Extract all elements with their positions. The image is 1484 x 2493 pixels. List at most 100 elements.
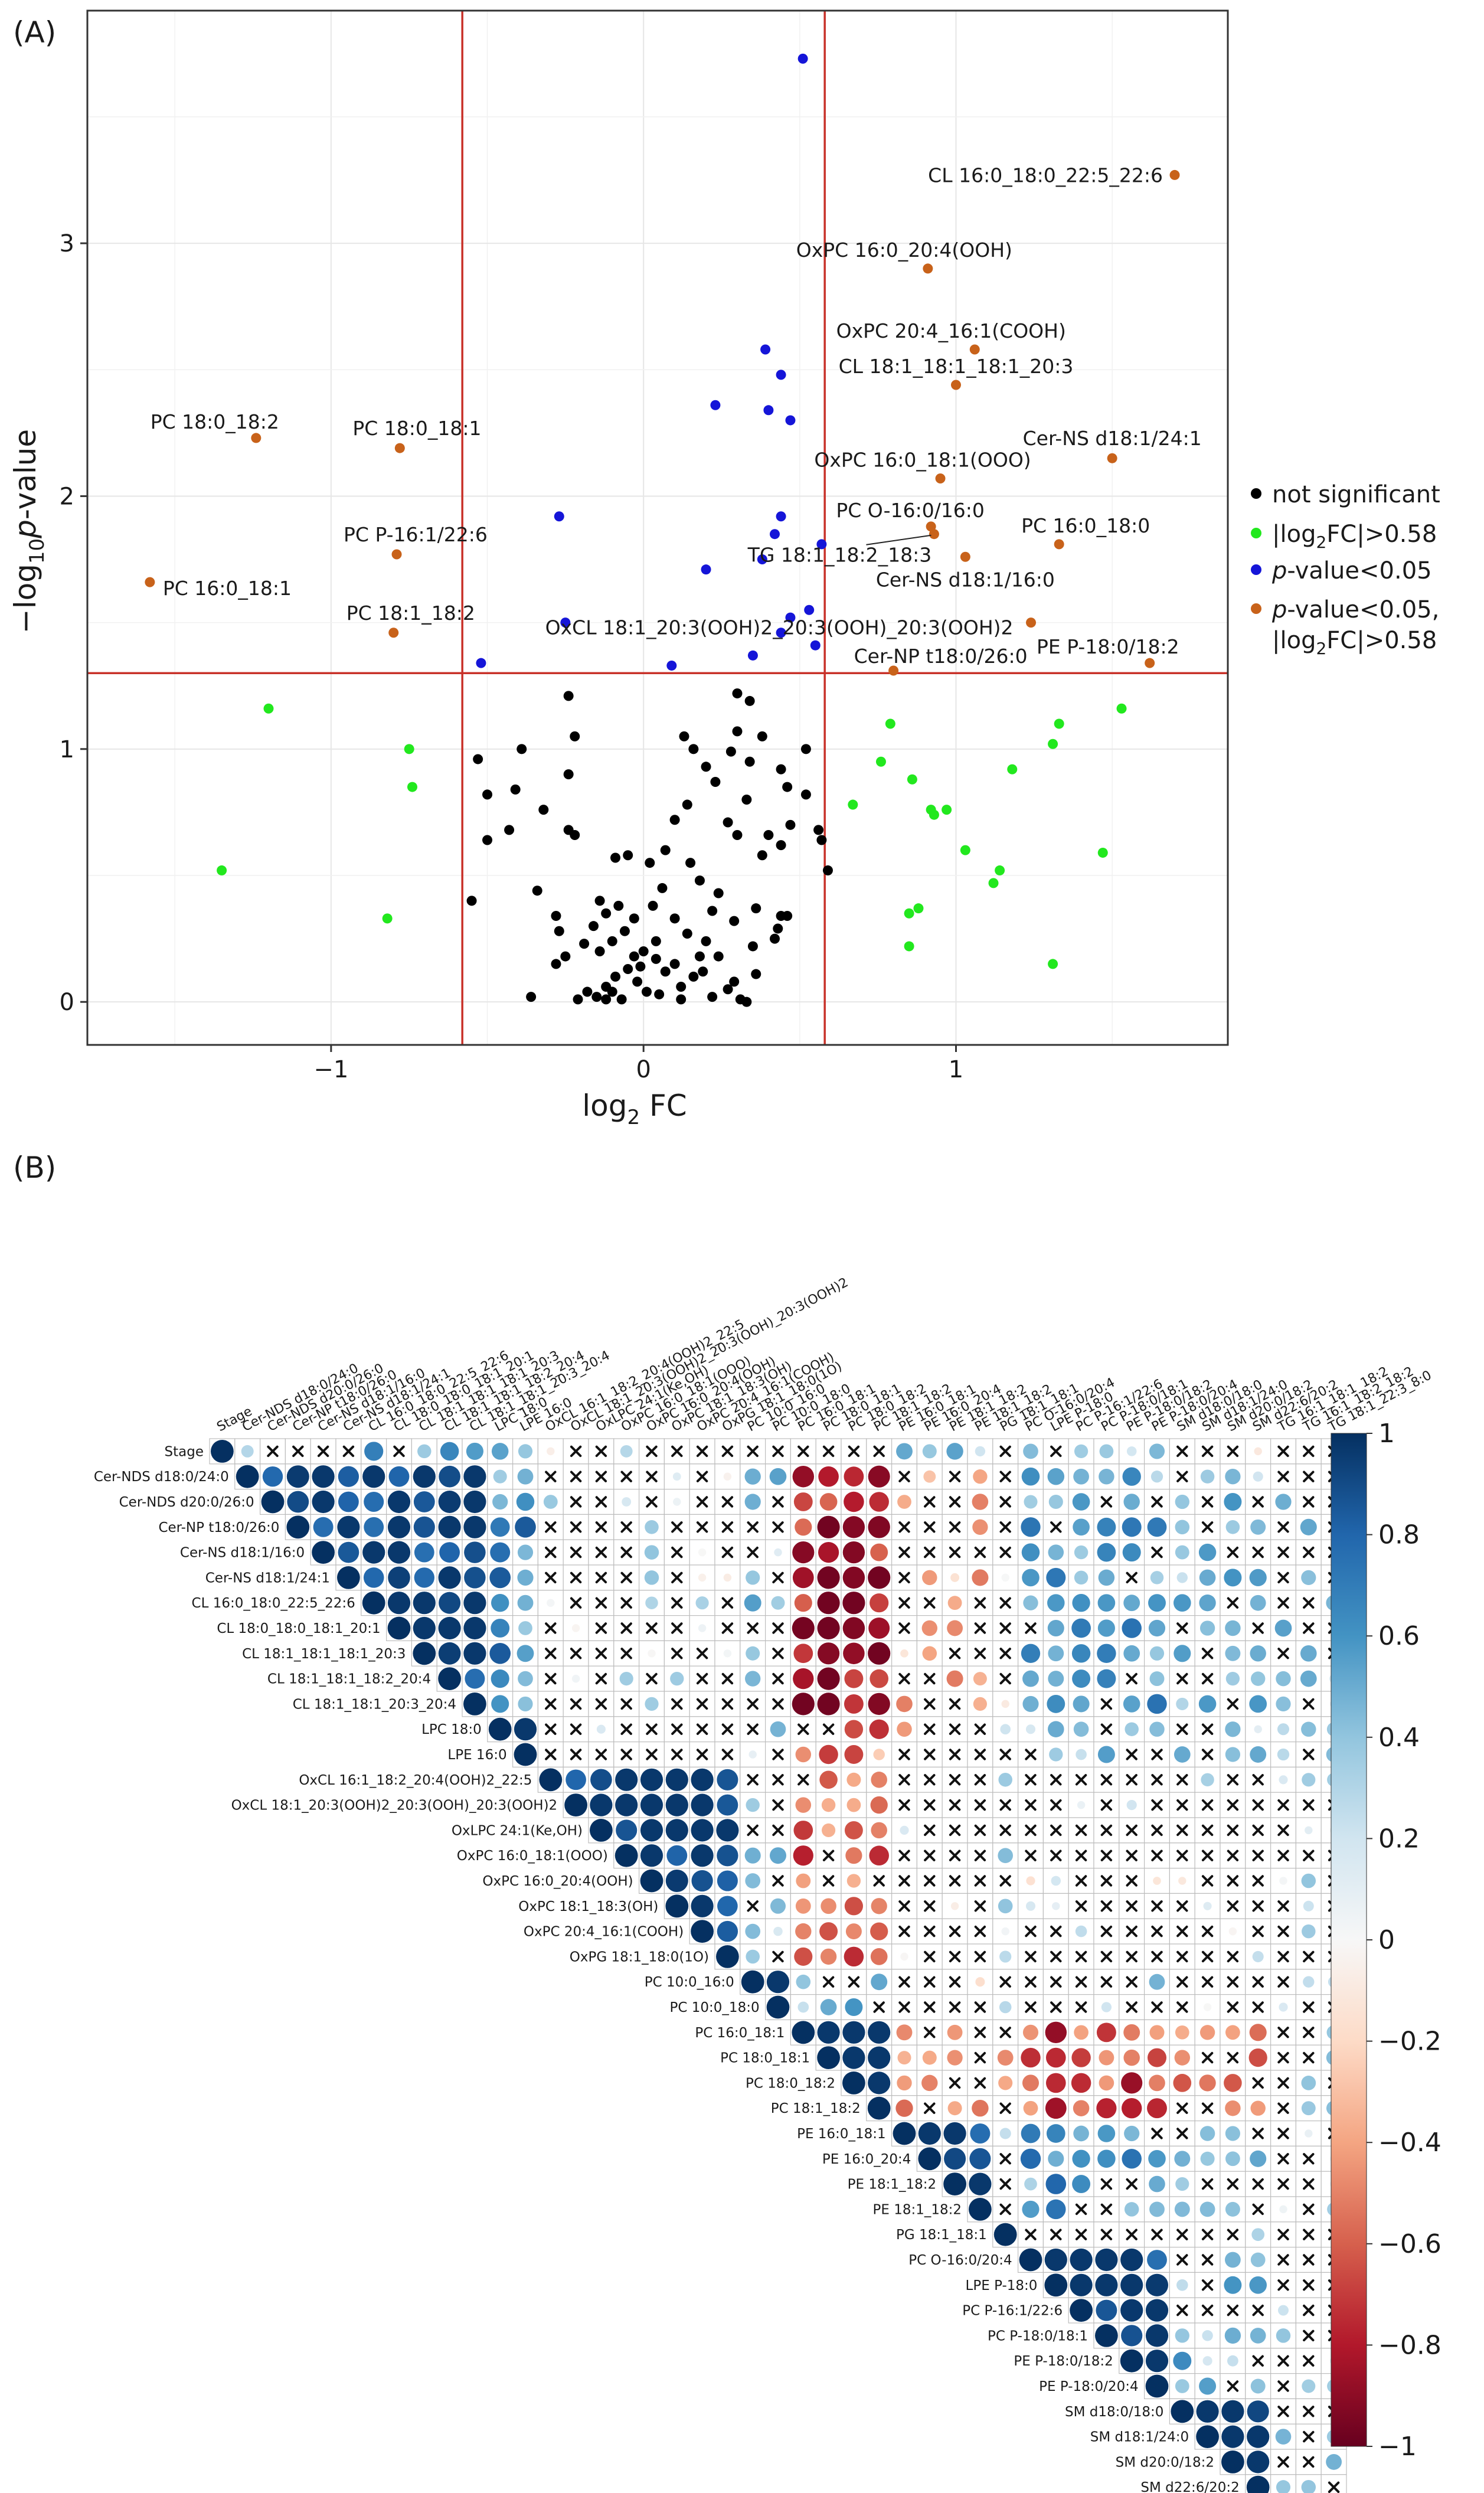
correlation-circle [845,1847,862,1864]
correlation-circle [999,1950,1012,1963]
correlation-circle [999,2128,1011,2139]
correlation-circle [438,1566,461,1589]
non-significant-mark [721,1546,734,1558]
correlation-circle [1095,2273,1118,2296]
non-significant-mark [292,1445,304,1458]
correlation-circle [1097,1543,1116,1562]
row-label: SM d18:1/24:0 [1090,2430,1189,2445]
non-significant-mark [1303,2001,1315,2013]
point-ns [713,888,724,898]
non-significant-mark [1100,1723,1113,1735]
non-significant-mark [696,1471,708,1482]
point-p [560,617,571,628]
volcano-points [145,53,1180,1007]
non-significant-mark [898,1672,910,1685]
non-significant-mark [595,1749,607,1760]
non-significant-mark [1176,2102,1188,2114]
non-significant-mark [822,1875,835,1887]
non-significant-mark [1075,1976,1087,1988]
correlation-circle [337,1515,360,1538]
correlation-circle [672,1472,681,1481]
correlation-circle [364,1492,384,1512]
non-significant-mark [1303,1799,1315,1811]
point-ns [654,989,665,999]
point-p [760,344,771,355]
row-label: LPE P-18:0 [966,2278,1038,2293]
matrix-cell [714,1590,741,1616]
correlation-circle [1044,2273,1068,2297]
non-significant-mark [873,2001,885,2013]
correlation-circle [1048,1721,1064,1737]
non-significant-mark [1303,1850,1315,1861]
legend-label-both-line2: |log2FC|>0.58 [1272,627,1437,658]
correlation-circle [871,1974,888,1991]
non-significant-mark [1227,1976,1239,1988]
point-both [1054,539,1064,550]
point-ns [694,951,705,962]
non-significant-mark [924,1749,936,1760]
correlation-circle [819,1922,838,1941]
correlation-circle [793,1821,813,1840]
correlation-circle [821,1798,836,1812]
correlation-circle [822,1823,836,1837]
point-label: OxPC 16:0_18:1(OOO) [814,448,1031,471]
correlation-circle [1174,2050,1191,2066]
non-significant-mark [898,1875,910,1887]
correlation-circle [413,1642,436,1665]
correlation-circle [1150,1571,1164,1584]
row-label: PE P-18:0/18:2 [1014,2354,1113,2369]
point-ns [757,731,767,741]
correlation-circle [1121,2325,1143,2347]
correlation-circle [698,1573,707,1582]
point-both [1026,617,1037,628]
non-significant-mark [1050,1774,1062,1786]
correlation-circle [746,1949,760,1964]
non-significant-mark [570,1546,582,1558]
correlation-circle [1175,2328,1189,2343]
correlation-circle [1046,2199,1066,2220]
correlation-circle [819,1770,838,1789]
correlation-circle [1196,2425,1219,2448]
point-p [666,660,677,671]
point-ns [776,764,786,775]
correlation-circle [794,1947,813,1966]
non-significant-mark [999,1824,1011,1837]
non-significant-mark [1227,2229,1239,2240]
correlation-circle [640,1768,663,1791]
correlation-circle [1096,2299,1117,2321]
legend-label-both: p-value<0.05, [1271,596,1439,623]
non-significant-mark [772,1950,784,1963]
y-tick-label: 2 [60,483,74,510]
y-axis-label-sub: 10 [25,538,49,564]
correlation-circle [1150,1471,1163,1483]
non-significant-mark [747,1723,759,1735]
non-significant-mark [1201,1950,1214,1963]
matrix-cell [1169,1539,1195,1566]
correlation-circle [744,1468,761,1485]
point-fc [217,865,227,875]
row-label: OxPC 20:4_16:1(COOH) [524,1925,684,1940]
non-significant-mark [1151,2229,1163,2240]
correlation-circle [1224,2327,1241,2344]
point-ns [632,976,643,987]
non-significant-mark [1176,1850,1188,1861]
correlation-circle [620,1445,633,1458]
volcano-legend: not significant |log2FC|>0.58 p-value<0.… [1251,481,1440,658]
correlation-circle [770,1898,786,1914]
correlation-circle [1047,1619,1064,1637]
matrix-cell [891,2044,917,2071]
non-significant-mark [1303,2254,1315,2266]
correlation-circle [921,1620,937,1636]
correlation-circle [1048,1645,1064,1662]
non-significant-mark [1303,2406,1315,2417]
non-significant-mark [1201,2254,1214,2266]
non-significant-mark [949,1546,961,1558]
non-significant-mark [747,1824,759,1837]
correlation-circle [792,2021,815,2044]
point-ns [573,994,583,1005]
correlation-circle [1200,1469,1215,1484]
non-significant-mark [620,1597,632,1609]
non-significant-mark [772,1648,784,1659]
correlation-circle [997,2050,1014,2066]
non-significant-mark [595,1571,607,1584]
